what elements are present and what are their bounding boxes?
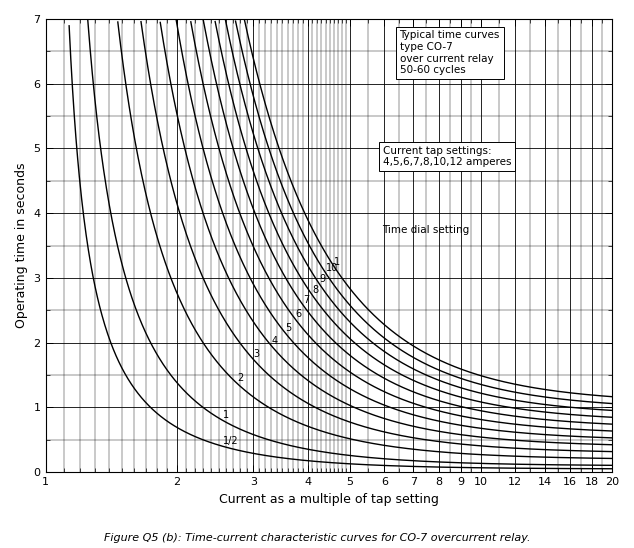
X-axis label: Current as a multiple of tap setting: Current as a multiple of tap setting <box>219 493 439 506</box>
Text: 1: 1 <box>223 410 229 420</box>
Text: 9: 9 <box>319 273 325 283</box>
Y-axis label: Operating time in seconds: Operating time in seconds <box>15 163 28 328</box>
Text: 7: 7 <box>303 295 309 305</box>
Text: 5: 5 <box>285 323 292 333</box>
Text: 1: 1 <box>334 256 340 266</box>
Text: Typical time curves
type CO-7
over current relay
50-60 cycles: Typical time curves type CO-7 over curre… <box>399 30 500 75</box>
Text: Figure Q5 (b): Time-current characteristic curves for CO-7 overcurrent relay.: Figure Q5 (b): Time-current characterist… <box>104 533 530 543</box>
Text: 3: 3 <box>253 349 259 359</box>
Text: 10: 10 <box>326 263 338 273</box>
Text: 6: 6 <box>295 310 302 319</box>
Text: 1/2: 1/2 <box>223 436 238 446</box>
Text: 8: 8 <box>313 285 318 295</box>
Text: Current tap settings:
4,5,6,7,8,10,12 amperes: Current tap settings: 4,5,6,7,8,10,12 am… <box>382 146 511 168</box>
Text: 4: 4 <box>271 336 278 346</box>
Text: Time dial setting: Time dial setting <box>382 225 470 235</box>
Text: 2: 2 <box>237 373 243 383</box>
